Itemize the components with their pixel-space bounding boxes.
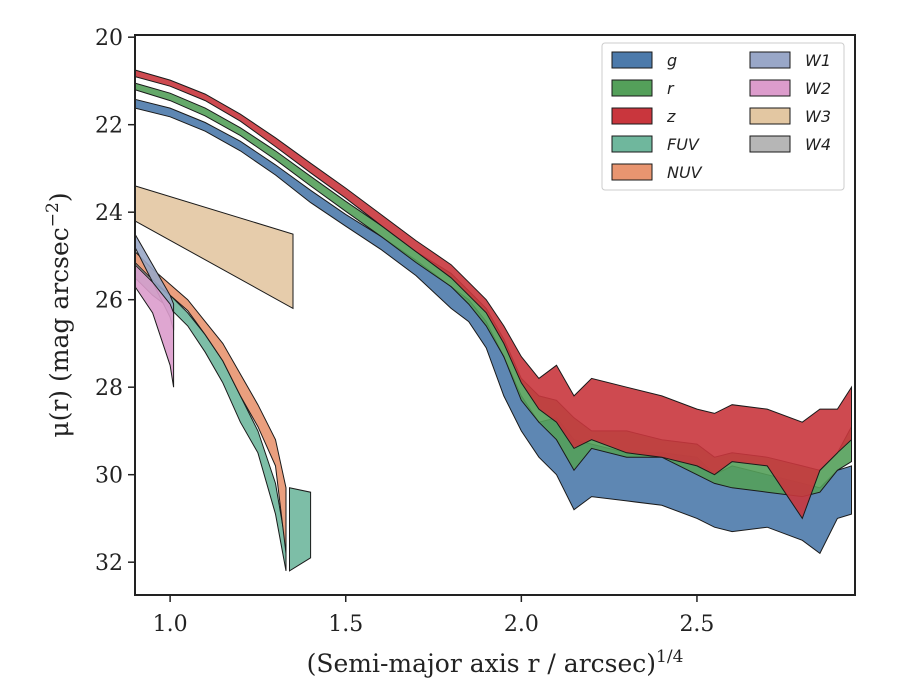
x-tick-label: 1.5 — [328, 612, 363, 637]
y-axis-label: μ(r) (mag arcsec−2) — [43, 192, 74, 437]
legend-label-r: r — [667, 79, 675, 98]
ticks-layer: 1.0 1.5 2.0 2.5 20 22 24 26 28 30 32 — [95, 26, 714, 637]
y-axis-label-exponent: −2 — [43, 202, 63, 227]
legend-swatch-g — [611, 51, 653, 69]
legend-label-fuv: FUV — [667, 135, 700, 154]
y-tick-label: 22 — [95, 114, 123, 139]
band-z — [134, 69, 852, 520]
legend-swatch-w4 — [749, 135, 791, 153]
legend-swatch-r — [611, 79, 653, 97]
band-nuv — [134, 250, 287, 554]
legend-swatch-w1 — [749, 51, 791, 69]
legend-label-z: z — [666, 107, 676, 126]
x-axis-label-text: (Semi-major axis r / arcsec) — [307, 649, 656, 678]
y-tick-label: 32 — [95, 551, 123, 576]
y-tick-label: 24 — [95, 201, 123, 226]
y-tick-label: 20 — [95, 26, 123, 51]
legend-swatch-w2 — [749, 79, 791, 97]
x-tick-label: 2.5 — [679, 612, 714, 637]
plot-frame — [134, 34, 856, 596]
legend-swatch-fuv — [611, 135, 653, 153]
bands-layer — [134, 69, 852, 572]
band-fuv — [134, 263, 287, 571]
x-axis-label-exponent: 1/4 — [656, 647, 683, 667]
legend-swatch-nuv — [611, 163, 653, 181]
x-axis-label: (Semi-major axis r / arcsec)1/4 — [307, 647, 684, 678]
y-tick-label: 30 — [95, 464, 123, 489]
legend-label-g: g — [667, 51, 677, 70]
band-fuv-patch — [289, 487, 312, 572]
y-tick-label: 28 — [95, 376, 123, 401]
legend-label-w2: W2 — [805, 79, 831, 98]
legend-swatch-w3 — [749, 107, 791, 125]
y-axis-label-close: ) — [45, 192, 74, 202]
legend-label-w3: W3 — [805, 107, 831, 126]
band-w2 — [134, 263, 175, 388]
legend-label-nuv: NUV — [667, 163, 703, 182]
legend: grz FUV NUV W1 W2 W3 W4 — [601, 42, 845, 191]
legend-swatch-z — [611, 107, 653, 125]
y-tick-label: 26 — [95, 289, 123, 314]
legend-label-w1: W1 — [805, 51, 831, 70]
legend-label-w4: W4 — [805, 135, 831, 154]
y-axis-label-text: μ(r) (mag arcsec — [45, 227, 74, 437]
x-tick-label: 2.0 — [504, 612, 539, 637]
x-tick-label: 1.0 — [153, 612, 188, 637]
